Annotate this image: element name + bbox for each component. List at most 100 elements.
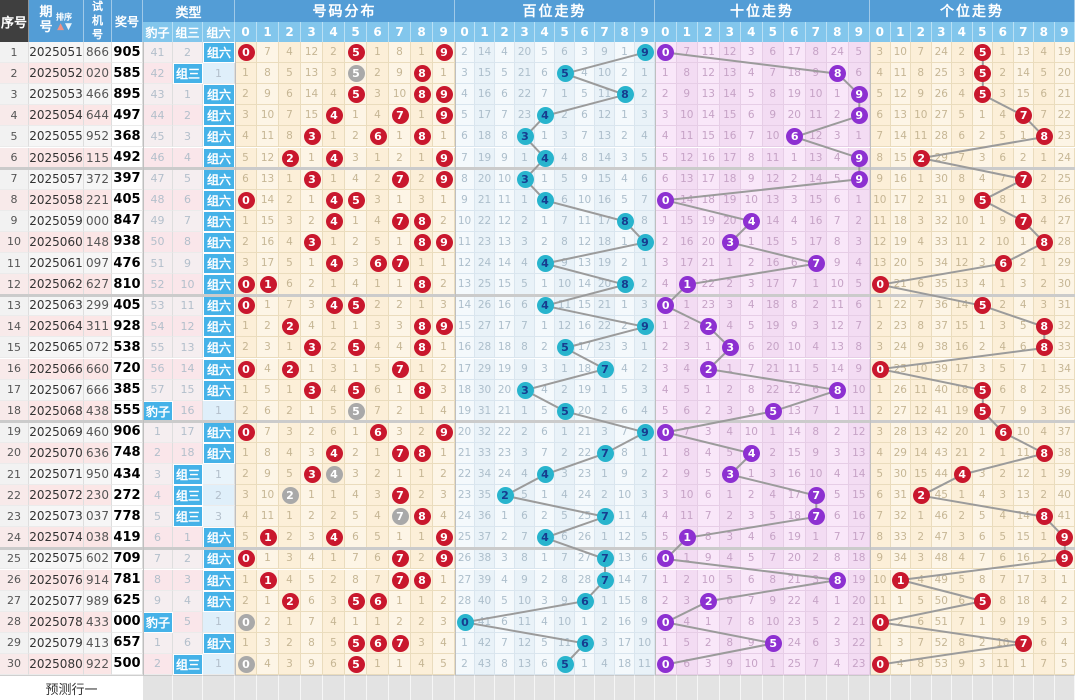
omission-cell: 2 xyxy=(655,337,677,359)
footer-empty-cell xyxy=(762,675,784,700)
period-cell: 2025059 xyxy=(29,210,84,232)
type-zusan-miss-cell: 16 xyxy=(173,400,203,422)
type-baozi-miss-cell: 50 xyxy=(143,231,173,253)
omission-cell: 1 xyxy=(911,506,932,528)
omission-cell: 16 xyxy=(805,210,827,232)
prize-number-cell: 405 xyxy=(112,189,143,211)
test-number-cell: 914 xyxy=(84,569,112,591)
omission-cell: 15 xyxy=(455,316,475,338)
omission-cell: 10 xyxy=(952,210,973,232)
omission-cell: 14 xyxy=(848,464,870,486)
omission-cell: 6 xyxy=(535,63,555,85)
sort-down-icon[interactable]: ▼ xyxy=(64,22,72,32)
omission-cell: 1 xyxy=(345,611,367,633)
draw-circle-dist: 8 xyxy=(413,212,431,230)
omission-cell: 5 xyxy=(741,548,763,570)
sort-up-icon[interactable]: ▲ xyxy=(57,22,64,32)
omission-cell: 3 xyxy=(515,442,535,464)
omission-cell: 2 xyxy=(595,485,615,507)
prize-number-cell: 720 xyxy=(112,358,143,380)
omission-cell: 27 xyxy=(890,400,911,422)
prize-number-cell: 906 xyxy=(112,421,143,443)
omission-cell: 2 xyxy=(323,506,345,528)
draw-circle-units: 4 xyxy=(953,466,971,484)
omission-cell: 36 xyxy=(931,295,952,317)
omission-cell: 1 xyxy=(433,569,455,591)
period-cell: 2025076 xyxy=(29,569,84,591)
omission-cell: 49 xyxy=(931,569,952,591)
period-cell: 2025051 xyxy=(29,42,84,64)
omission-cell: 18 xyxy=(784,63,806,85)
omission-cell: 25 xyxy=(475,274,495,296)
omission-cell: 17 xyxy=(890,189,911,211)
omission-cell: 18 xyxy=(848,548,870,570)
omission-cell: 9 xyxy=(257,84,279,106)
omission-cell: 5 xyxy=(575,84,595,106)
omission-cell: 1 xyxy=(1034,464,1055,486)
omission-cell: 2 xyxy=(635,358,655,380)
omission-cell: 21 xyxy=(952,442,973,464)
seq-cell: 12 xyxy=(0,274,29,296)
omission-cell: 53 xyxy=(931,653,952,675)
omission-cell: 29 xyxy=(890,442,911,464)
digit-header-tens-5: 5 xyxy=(762,22,784,42)
footer-empty-cell xyxy=(433,675,455,700)
omission-cell: 4 xyxy=(635,400,655,422)
footer-empty-cell xyxy=(698,675,720,700)
type-zuliu-hit-badge: 组六 xyxy=(203,274,235,296)
sort-control[interactable]: 排序 ▲ ▼ xyxy=(55,10,73,32)
draw-circle-dist: 9 xyxy=(435,233,453,251)
omission-cell: 2 xyxy=(323,42,345,64)
prediction-row-tab[interactable]: 预测行一 xyxy=(0,675,143,700)
omission-cell: 1 xyxy=(279,611,301,633)
period-cell: 2025060 xyxy=(29,231,84,253)
omission-cell: 1 xyxy=(433,63,455,85)
omission-cell: 1 xyxy=(535,485,555,507)
omission-cell: 9 xyxy=(635,611,655,633)
prize-number-cell: 847 xyxy=(112,210,143,232)
omission-cell: 34 xyxy=(931,253,952,275)
draw-circle-tens: 0 xyxy=(657,423,675,441)
digit-header-dist-1: 1 xyxy=(257,22,279,42)
omission-cell: 8 xyxy=(741,379,763,401)
omission-cell: 6 xyxy=(555,42,575,64)
draw-circle-tens: 7 xyxy=(807,508,825,526)
omission-cell: 3 xyxy=(515,231,535,253)
header-prize-number: 奖号 xyxy=(112,0,143,42)
period-cell: 2025068 xyxy=(29,400,84,422)
omission-cell: 1 xyxy=(615,231,635,253)
omission-cell: 2 xyxy=(433,210,455,232)
omission-cell: 2 xyxy=(389,147,411,169)
draw-circle-hundreds: 4 xyxy=(536,255,554,273)
omission-cell: 8 xyxy=(635,590,655,612)
omission-cell: 8 xyxy=(993,590,1014,612)
omission-cell: 7 xyxy=(555,548,575,570)
omission-cell: 3 xyxy=(741,506,763,528)
omission-cell: 1 xyxy=(993,42,1014,64)
omission-cell: 3 xyxy=(972,653,993,675)
seq-cell: 14 xyxy=(0,316,29,338)
omission-cell: 19 xyxy=(784,84,806,106)
omission-cell: 2 xyxy=(762,442,784,464)
omission-cell: 1 xyxy=(389,464,411,486)
omission-cell: 1 xyxy=(515,400,535,422)
type-zusan-miss-cell: 10 xyxy=(173,274,203,296)
draw-circle-tens: 2 xyxy=(700,592,718,610)
omission-cell: 7 xyxy=(805,653,827,675)
type-baozi-miss-cell: 44 xyxy=(143,105,173,127)
type-zuliu-hit-badge: 组六 xyxy=(203,126,235,148)
omission-cell: 4 xyxy=(515,253,535,275)
omission-cell: 32 xyxy=(1054,316,1075,338)
omission-cell: 5 xyxy=(655,527,677,549)
omission-cell: 3 xyxy=(323,63,345,85)
omission-cell: 5 xyxy=(367,231,389,253)
seq-cell: 1 xyxy=(0,42,29,64)
omission-cell: 1 xyxy=(555,421,575,443)
omission-cell: 7 xyxy=(762,548,784,570)
seq-cell: 9 xyxy=(0,210,29,232)
omission-cell: 23 xyxy=(890,316,911,338)
draw-circle-hundreds: 3 xyxy=(516,128,534,146)
prize-number-cell: 781 xyxy=(112,569,143,591)
omission-cell: 6 xyxy=(911,611,932,633)
draw-circle-dist: 6 xyxy=(369,592,387,610)
